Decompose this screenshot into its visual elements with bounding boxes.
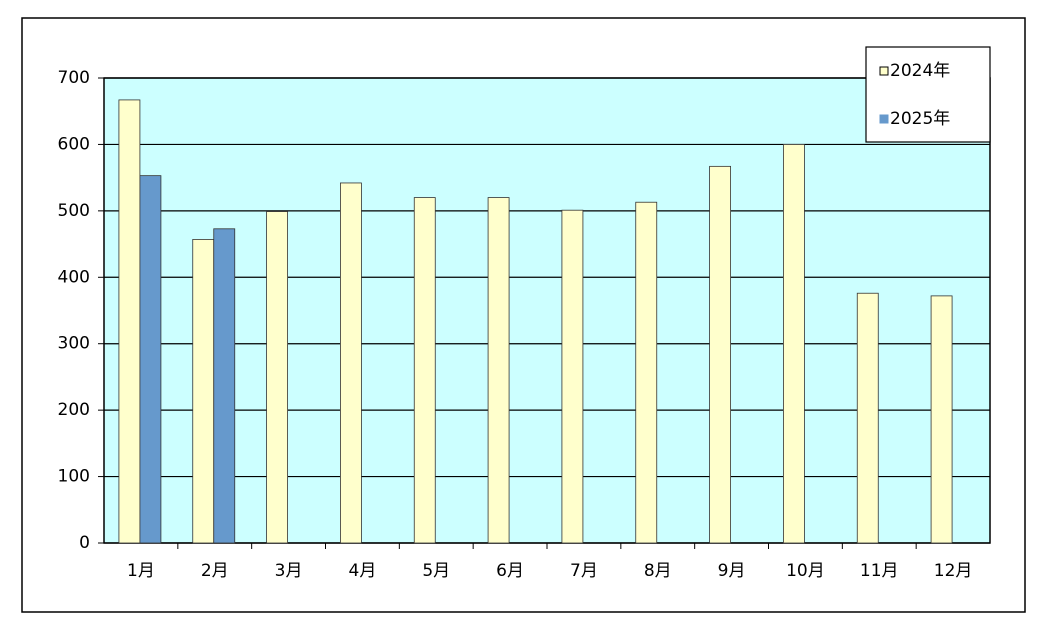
bar — [192, 239, 215, 544]
bar — [340, 182, 362, 544]
bar — [561, 209, 584, 544]
x-tick-label: 12月 — [934, 561, 973, 581]
x-tick-label: 2月 — [201, 561, 229, 581]
bar — [139, 175, 162, 544]
bar — [266, 211, 288, 544]
x-tick-label: 10月 — [786, 561, 825, 581]
bar — [118, 99, 141, 544]
y-tick-label: 0 — [79, 533, 90, 553]
bar — [635, 201, 658, 544]
y-tick-label: 300 — [58, 334, 90, 354]
y-tick-label: 100 — [58, 467, 90, 487]
legend-label: 2025年 — [890, 109, 950, 129]
bar — [213, 228, 236, 544]
plot-area — [103, 77, 991, 544]
y-tick-label: 600 — [58, 134, 90, 154]
bar — [856, 292, 879, 544]
legend-label: 2024年 — [890, 61, 950, 81]
y-tick-label: 200 — [58, 400, 90, 420]
x-tick-label: 3月 — [275, 561, 303, 581]
y-tick-label: 500 — [58, 201, 90, 221]
legend-swatch — [879, 114, 889, 124]
x-tick-label: 4月 — [349, 561, 377, 581]
bar — [930, 295, 953, 544]
y-tick-label: 700 — [58, 68, 90, 88]
x-tick-label: 7月 — [570, 561, 598, 581]
bar — [487, 197, 510, 544]
bar — [413, 197, 436, 544]
y-tick-label: 400 — [58, 267, 90, 287]
x-tick-label: 11月 — [860, 561, 899, 581]
bar — [783, 144, 805, 544]
x-tick-label: 1月 — [127, 561, 155, 581]
x-tick-label: 9月 — [718, 561, 746, 581]
legend-box — [865, 46, 991, 143]
x-tick-label: 5月 — [422, 561, 450, 581]
legend-swatch — [879, 66, 889, 76]
bar — [709, 165, 731, 544]
x-tick-label: 6月 — [496, 561, 524, 581]
x-tick-label: 8月 — [644, 561, 672, 581]
